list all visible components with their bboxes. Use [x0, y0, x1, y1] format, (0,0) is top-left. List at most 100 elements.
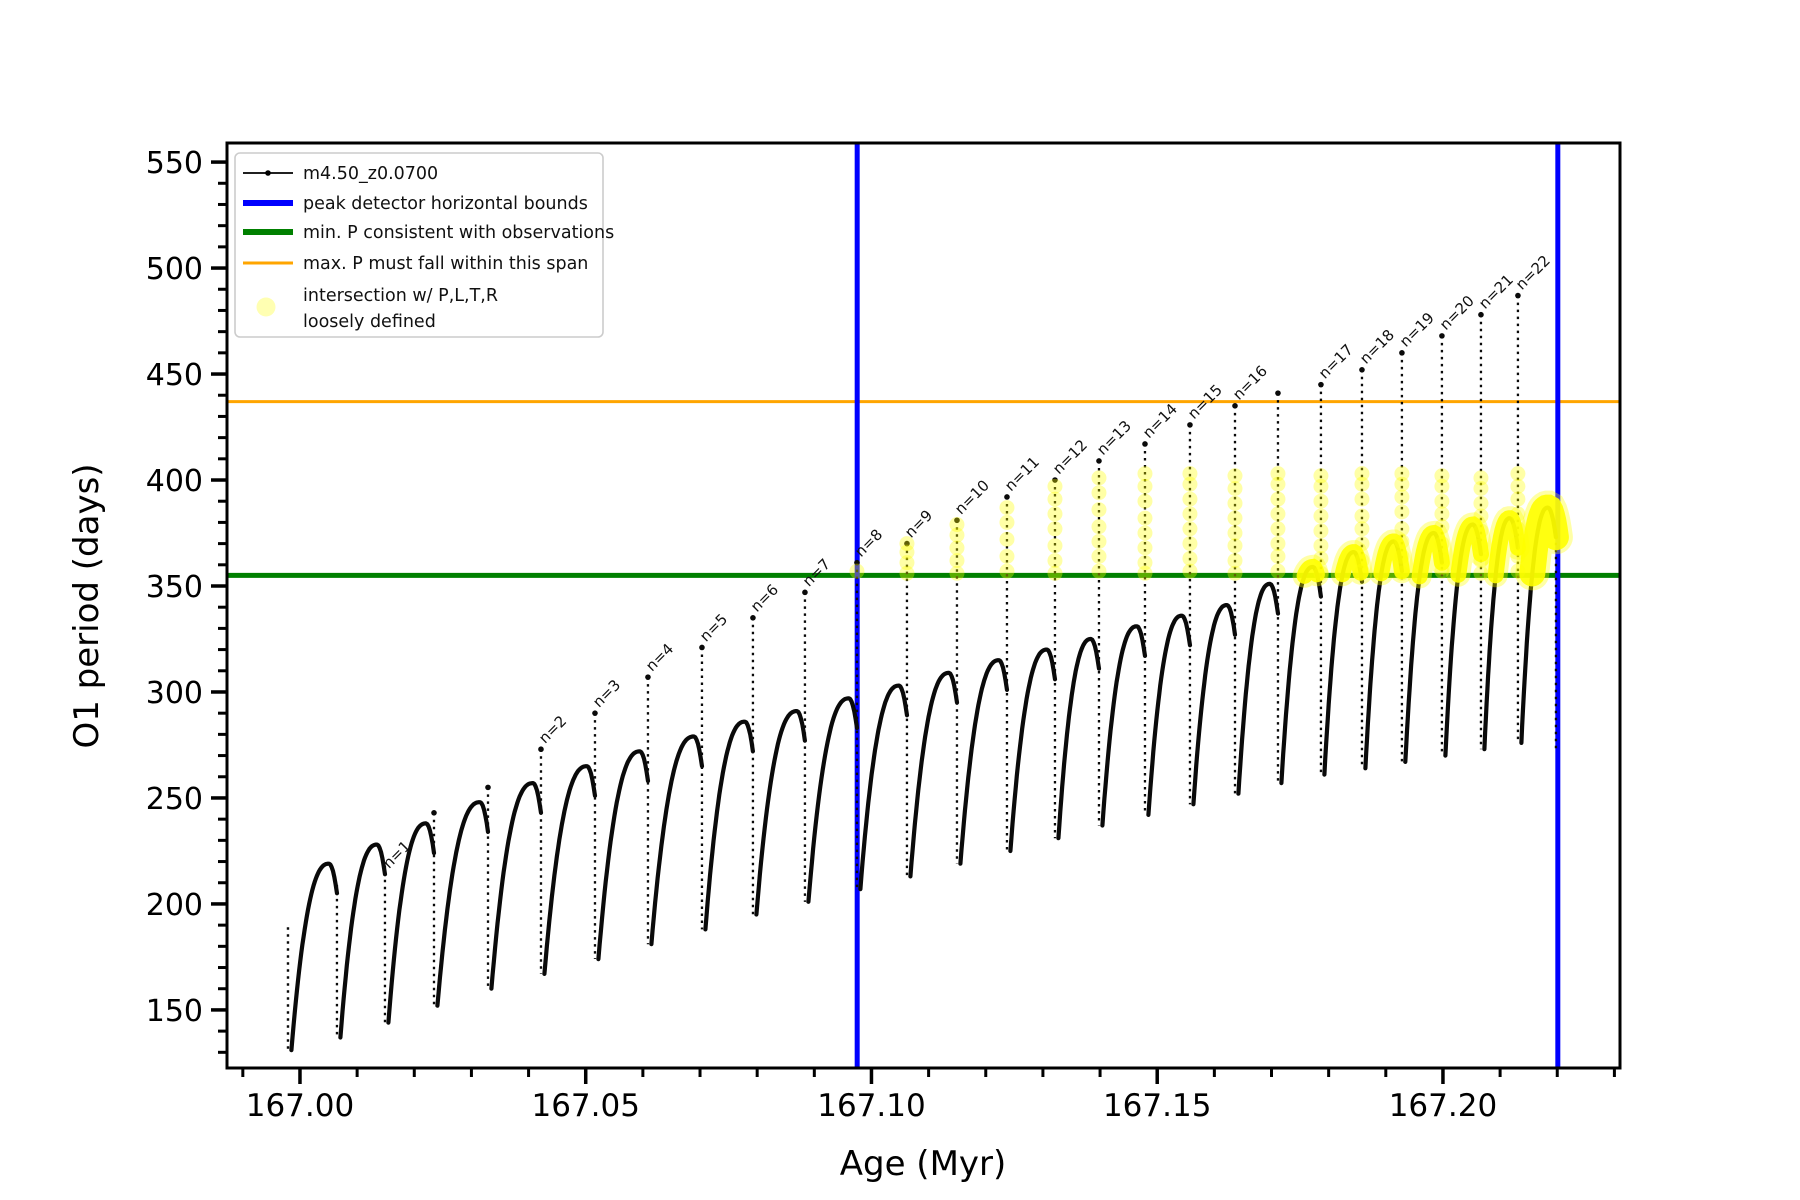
intersection-marker	[1137, 466, 1153, 482]
y-tick-label: 400	[146, 464, 203, 499]
spike-top-dot	[1004, 494, 1010, 500]
legend-label-series: m4.50_z0.0700	[303, 164, 438, 184]
spike-top-dot	[1232, 403, 1238, 409]
series-hump	[596, 749, 651, 962]
peak-label-n-11: n=11	[1001, 453, 1043, 495]
peak-label-n-10: n=10	[951, 476, 993, 518]
series-hump	[908, 670, 960, 879]
intersection-marker	[899, 544, 915, 560]
intersection-marker	[1354, 466, 1370, 482]
axes-spine	[225, 141, 1622, 1070]
intersection-marker	[1434, 478, 1450, 494]
series-hump	[1236, 581, 1281, 796]
intersection-marker	[1473, 470, 1489, 486]
intersection-marker	[1473, 565, 1489, 581]
intersection-marker	[1137, 565, 1153, 581]
intersection-marker	[1227, 565, 1243, 581]
intersection-marker	[1182, 550, 1198, 566]
legend-box	[234, 152, 604, 338]
intersection-marker	[1394, 565, 1410, 581]
intersection-marker	[1473, 553, 1489, 569]
peak-label-n-21: n=21	[1475, 271, 1517, 313]
intersection-marker	[949, 540, 965, 556]
intersection-marker	[1354, 536, 1370, 552]
intersection-marker	[1394, 466, 1410, 482]
intersection-marker	[1227, 510, 1243, 526]
yellow-circle-marker-icon	[256, 297, 276, 317]
intersection-marker	[1394, 548, 1410, 564]
series-hump	[1191, 603, 1238, 807]
intersection-marker	[999, 500, 1015, 516]
x-tick-label: 167.05	[531, 1088, 639, 1124]
y-tick-label: 150	[146, 994, 203, 1029]
intersection-arc	[1296, 558, 1325, 584]
intersection-marker	[899, 565, 915, 581]
intersection-marker	[1137, 510, 1153, 526]
intersection-marker	[1394, 504, 1410, 520]
intersection-marker	[1313, 493, 1329, 509]
intersection-arc	[1411, 524, 1450, 585]
intersection-marker	[949, 517, 965, 533]
intersection-marker	[1227, 553, 1243, 569]
intersection-marker	[1182, 563, 1198, 579]
series-hump	[649, 734, 705, 947]
intersection-marker	[1434, 468, 1450, 484]
spike-top-dot	[1359, 366, 1365, 373]
spike-top-dot	[592, 710, 598, 716]
intersection-marker	[1270, 548, 1286, 564]
intersection-marker	[1047, 538, 1063, 554]
spike-top-dot	[485, 784, 491, 791]
intersection-marker	[1227, 480, 1243, 496]
spike-top-dot	[854, 559, 860, 566]
intersection-marker	[1270, 536, 1286, 552]
x-tick-label: 167.20	[1389, 1088, 1497, 1124]
series-hump	[338, 842, 388, 1040]
legend-item-series: m4.50_z0.0700	[243, 164, 438, 184]
intersection-marker	[1510, 491, 1526, 507]
spike-top-dot	[1399, 350, 1405, 356]
spike-top-dot	[431, 809, 437, 816]
intersection-marker	[1182, 491, 1198, 507]
intersection-marker	[1434, 519, 1450, 535]
spike-top-dot	[1052, 477, 1058, 483]
intersection-marker	[1091, 548, 1107, 564]
intersection-marker	[1510, 563, 1526, 579]
intersection-marker	[1091, 470, 1107, 486]
peak-label-n-13: n=13	[1093, 417, 1135, 459]
peak-label-n-20: n=20	[1436, 292, 1478, 334]
intersection-marker	[1510, 506, 1526, 522]
intersection-marker	[1047, 565, 1063, 581]
intersection-marker	[1091, 502, 1107, 518]
intersection-marker	[1473, 538, 1489, 554]
series-hump	[1146, 613, 1193, 817]
peak-label-n-3: n=3	[589, 676, 624, 711]
intersection-marker	[1473, 480, 1489, 496]
intersection-marker	[1434, 563, 1450, 579]
series-hump	[1100, 624, 1148, 828]
intersection-marker	[1394, 533, 1410, 549]
spike-top-dot	[1275, 390, 1281, 396]
intersection-marker	[1047, 478, 1063, 494]
y-axis-label: O1 period (days)	[67, 463, 107, 748]
x-tick-label: 167.15	[1103, 1088, 1211, 1124]
peak-label-n-16: n=16	[1229, 362, 1271, 404]
intersection-marker	[1354, 521, 1370, 537]
intersection-marker	[1047, 506, 1063, 522]
intersection-marker	[949, 565, 965, 581]
intersection-marker	[1270, 506, 1286, 522]
intersection-marker	[1270, 491, 1286, 507]
legend-label-min-p: min. P consistent with observations	[303, 223, 614, 243]
spike-top-dot	[904, 540, 910, 547]
intersection-marker	[1394, 476, 1410, 492]
intersection-marker	[1227, 495, 1243, 511]
intersection-marker	[1510, 548, 1526, 564]
y-tick-label: 200	[146, 888, 203, 923]
intersection-marker	[1313, 508, 1329, 524]
intersection-marker	[1354, 553, 1370, 569]
intersection-marker	[1047, 491, 1063, 507]
intersection-arc	[1373, 533, 1410, 582]
intersection-marker	[1182, 536, 1198, 552]
intersection-markers-layer	[849, 466, 1573, 591]
intersection-marker	[999, 514, 1015, 530]
